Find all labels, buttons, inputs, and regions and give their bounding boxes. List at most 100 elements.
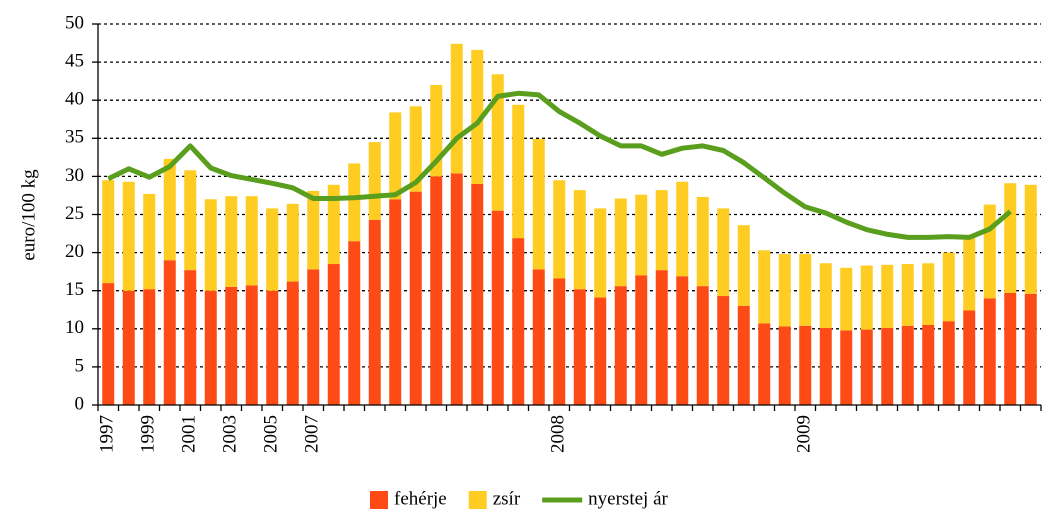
x-tick-label: 2005 bbox=[261, 415, 282, 453]
bar-segment bbox=[696, 286, 709, 405]
y-tick-label: 25 bbox=[65, 203, 84, 224]
line bbox=[107, 90, 1012, 240]
bar-segment bbox=[327, 184, 340, 265]
bar-segment bbox=[266, 290, 279, 405]
bar-segment bbox=[307, 190, 320, 270]
x-tick-label: 2008 bbox=[548, 415, 569, 453]
bar-segment bbox=[163, 260, 176, 405]
bar-segment bbox=[450, 173, 463, 405]
bar-segment bbox=[430, 84, 443, 177]
x-tick-label: 1997 bbox=[97, 415, 118, 453]
y-tick-label: 20 bbox=[65, 241, 84, 262]
legend-swatch bbox=[370, 491, 388, 509]
bar-segment bbox=[717, 208, 730, 297]
bar-segment bbox=[676, 181, 689, 277]
bar-segment bbox=[614, 198, 627, 287]
bar-segment bbox=[553, 180, 566, 279]
bar-segment bbox=[102, 180, 115, 284]
bar-segment bbox=[573, 190, 586, 290]
bar-segment bbox=[122, 290, 135, 405]
x-tick-label: 1999 bbox=[138, 415, 159, 453]
bar-segment bbox=[491, 74, 504, 211]
bar-segment bbox=[840, 330, 853, 405]
bar-segment bbox=[245, 285, 258, 405]
bar-segment bbox=[225, 286, 238, 405]
bar-segment bbox=[409, 191, 422, 405]
x-tick-label: 2001 bbox=[179, 415, 200, 453]
bar-segment bbox=[1004, 183, 1017, 293]
bar-segment bbox=[778, 254, 791, 327]
bar-segment bbox=[450, 43, 463, 174]
bar-segment bbox=[635, 275, 648, 405]
bar-segment bbox=[102, 283, 115, 405]
bar-segment bbox=[471, 184, 484, 405]
bar-segment bbox=[553, 278, 566, 405]
bar-segment bbox=[758, 250, 771, 324]
y-tick-label: 15 bbox=[65, 279, 84, 300]
bar-segment bbox=[860, 265, 873, 330]
x-tick-label: 2009 bbox=[794, 415, 815, 453]
bar-segment bbox=[922, 324, 935, 405]
bar-segment bbox=[737, 305, 750, 405]
bar-segment bbox=[122, 181, 135, 291]
x-tick-label: 2003 bbox=[220, 415, 241, 453]
bar-segment bbox=[204, 290, 217, 405]
y-axis-label: euro/100 kg bbox=[18, 169, 39, 261]
bar-segment bbox=[901, 325, 914, 405]
bar-segment bbox=[368, 142, 381, 220]
bar-segment bbox=[471, 49, 484, 185]
bar-segment bbox=[430, 176, 443, 405]
bar-segment bbox=[983, 204, 996, 299]
bar-segment bbox=[1024, 293, 1037, 405]
bar-segment bbox=[799, 325, 812, 405]
bar-segment bbox=[778, 326, 791, 405]
bar-segment bbox=[409, 106, 422, 192]
bar-segment bbox=[143, 289, 156, 405]
bar-segment bbox=[696, 196, 709, 287]
bar-segment bbox=[143, 193, 156, 290]
bar-segment bbox=[327, 264, 340, 405]
bar-segment bbox=[758, 323, 771, 405]
bar-segment bbox=[676, 276, 689, 405]
bar-segment bbox=[1004, 292, 1017, 405]
bar-segment bbox=[614, 286, 627, 405]
bar-segment bbox=[512, 238, 525, 405]
bar-segment bbox=[942, 252, 955, 322]
bar-segment bbox=[286, 281, 299, 405]
legend-label: fehérje bbox=[394, 488, 447, 509]
y-tick-label: 40 bbox=[65, 89, 84, 110]
bar-segment bbox=[573, 289, 586, 405]
bar-segment bbox=[225, 196, 238, 287]
bar-segment bbox=[881, 264, 894, 329]
bar-segment bbox=[491, 210, 504, 405]
y-tick-label: 30 bbox=[65, 165, 84, 186]
bar-segment bbox=[594, 297, 607, 405]
bar-segment bbox=[799, 254, 812, 326]
bar-segment bbox=[532, 139, 545, 270]
x-tick-label: 2007 bbox=[302, 415, 323, 453]
bar-segment bbox=[389, 112, 402, 200]
bar-segment bbox=[819, 328, 832, 405]
bar-segment bbox=[307, 269, 320, 405]
y-tick-label: 50 bbox=[65, 12, 84, 33]
bar-segment bbox=[184, 170, 197, 271]
bar-segment bbox=[348, 163, 361, 242]
bar-segment bbox=[717, 296, 730, 405]
bar-segment bbox=[184, 270, 197, 405]
bar-segment bbox=[368, 219, 381, 405]
y-tick-label: 45 bbox=[65, 50, 84, 71]
bar-segment bbox=[655, 190, 668, 271]
bar-segment bbox=[963, 310, 976, 405]
bar-segment bbox=[737, 225, 750, 306]
bar-segment bbox=[860, 329, 873, 405]
bar-segment bbox=[922, 263, 935, 325]
y-tick-label: 35 bbox=[65, 127, 84, 148]
y-tick-label: 5 bbox=[75, 355, 85, 376]
bar-segment bbox=[1024, 184, 1037, 294]
bar-segment bbox=[901, 264, 914, 326]
bar-segment bbox=[348, 241, 361, 405]
bar-segment bbox=[655, 270, 668, 405]
legend-label: nyerstej ár bbox=[588, 488, 668, 509]
bar-segment bbox=[512, 104, 525, 239]
